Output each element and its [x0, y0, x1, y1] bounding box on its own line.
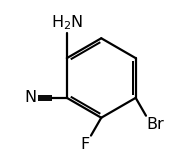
Text: H$_2$N: H$_2$N	[51, 13, 83, 32]
Text: F: F	[80, 137, 90, 152]
Text: Br: Br	[147, 117, 165, 132]
Text: N: N	[25, 90, 37, 105]
